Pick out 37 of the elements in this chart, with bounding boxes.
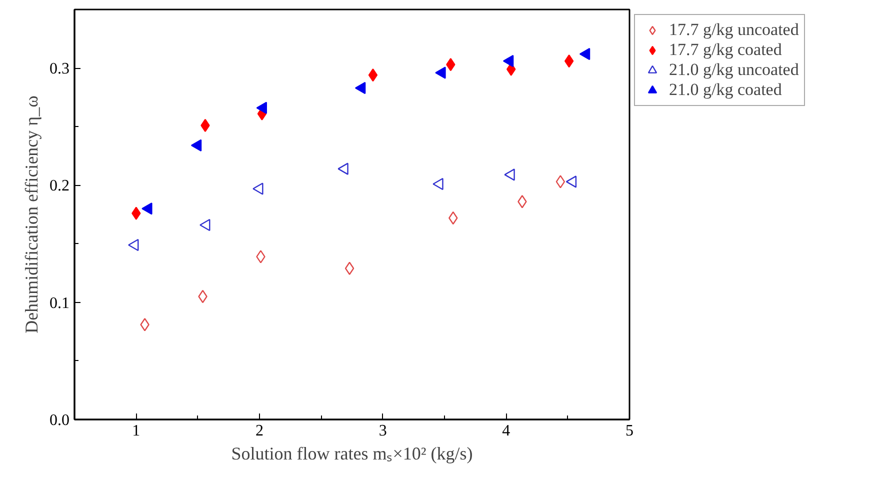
point	[190, 139, 202, 152]
point	[432, 178, 444, 190]
point	[579, 48, 590, 60]
point	[344, 262, 354, 275]
y-axis-title: Dehumidification efficiency η_ω	[22, 95, 42, 334]
legend-label: 17.7 g/kg coated	[669, 40, 782, 60]
legend-label: 17.7 g/kg uncoated	[669, 20, 799, 40]
point	[128, 238, 139, 252]
point	[504, 168, 515, 181]
x-tick-label: 4	[502, 422, 510, 440]
point	[556, 175, 566, 188]
legend-label: 21.0 g/kg coated	[669, 80, 782, 100]
x-axis-title: Solution flow rates mₛ×10² (kg/s)	[231, 444, 473, 464]
x-tick-label: 1	[132, 422, 140, 440]
point	[502, 54, 514, 68]
legend-label: 21.0 g/kg uncoated	[669, 60, 799, 80]
point	[564, 54, 574, 68]
y-tick-label: 0.2	[50, 178, 70, 195]
point	[518, 195, 527, 208]
point	[435, 66, 446, 79]
point	[132, 206, 141, 220]
point	[338, 162, 348, 175]
point	[140, 318, 150, 332]
x-tick-label: 5	[626, 422, 634, 440]
point	[142, 202, 152, 215]
point	[368, 68, 378, 82]
point	[354, 82, 366, 94]
point	[200, 218, 210, 232]
point	[256, 102, 267, 114]
point	[256, 250, 266, 264]
y-tick-label: 0.0	[50, 412, 70, 429]
x-tick-label: 2	[256, 422, 264, 440]
point	[252, 182, 264, 195]
y-tick-label: 0.1	[50, 294, 70, 312]
y-tick-label: 0.3	[50, 60, 70, 78]
point	[566, 176, 577, 188]
x-tick-label: 3	[378, 422, 387, 440]
